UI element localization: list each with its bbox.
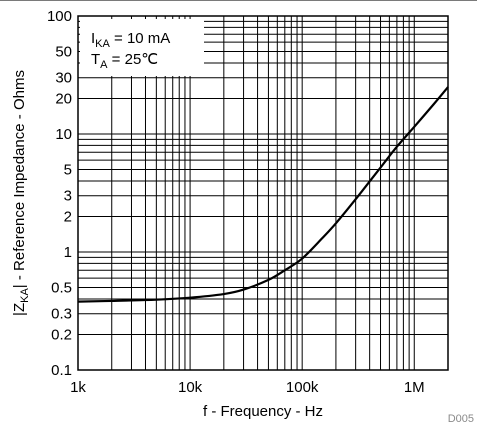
x-axis-title: f - Frequency - Hz [203, 403, 323, 420]
series-layer [77, 86, 449, 303]
y-tick-label: 3 [64, 188, 72, 205]
x-tick-label: 10k [178, 379, 203, 396]
y-tick-label: 10 [55, 126, 72, 143]
y-tick-label: 0.2 [51, 326, 72, 343]
x-tick-label: 100k [286, 379, 319, 396]
y-tick-label: 30 [55, 70, 72, 87]
legend: IKA = 10 mA TA = 25℃ [80, 19, 204, 76]
y-tick-label: 5 [64, 162, 72, 179]
figure-id: D005 [448, 413, 474, 425]
impedance-curve-0 [77, 86, 449, 303]
y-tick-label: 2 [64, 208, 72, 225]
y-tick-labels: 0.1 0.2 0.3 0.5 1 2 3 5 10 20 30 50 100 [47, 8, 72, 379]
y-tick-label: 0.5 [51, 280, 72, 297]
y-tick-label: 0.3 [51, 306, 72, 323]
y-tick-label: 50 [55, 44, 72, 61]
y-tick-label: 100 [47, 8, 72, 25]
y-tick-label: 1 [64, 244, 72, 261]
legend-current: IKA = 10 mA [91, 30, 170, 50]
legend-temperature: TA = 25℃ [91, 51, 158, 71]
x-tick-label: 1k [70, 379, 86, 396]
top-rule [0, 0, 477, 1]
x-tick-label: 1M [404, 379, 425, 396]
legend-box [80, 19, 204, 76]
y-axis-title: |ZKA| - Reference Impedance - Ohms [11, 70, 31, 316]
y-tick-label: 0.1 [51, 362, 72, 379]
plot-frame [77, 15, 449, 371]
y-tick-label: 20 [55, 90, 72, 107]
x-tick-labels: 1k 10k 100k 1M [70, 379, 425, 396]
grid-lines [78, 16, 448, 370]
